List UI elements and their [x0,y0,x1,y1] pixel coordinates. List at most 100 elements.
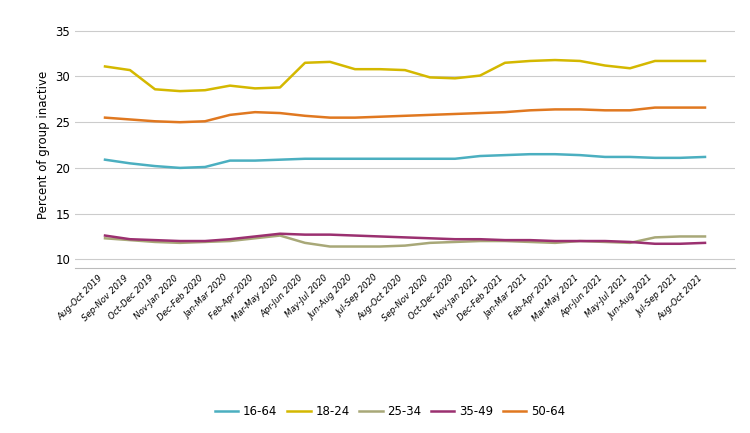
25-34 [226,239,235,244]
35-49 [100,233,109,238]
Line: 35-49: 35-49 [105,234,705,244]
Line: 18-24: 18-24 [105,60,705,91]
35-49 [550,239,560,244]
18-24 [500,60,509,65]
25-34 [326,244,334,249]
25-34 [350,244,359,249]
25-34 [200,239,209,245]
25-34 [700,234,709,239]
50-64 [100,115,109,120]
18-24 [251,86,260,91]
16-64 [251,158,260,163]
18-24 [400,68,410,73]
50-64 [200,119,209,124]
16-64 [575,152,584,158]
35-49 [526,238,535,243]
16-64 [151,164,160,169]
25-34 [575,239,584,244]
18-24 [176,88,184,94]
50-64 [451,111,460,116]
35-49 [151,238,160,243]
50-64 [151,119,160,124]
18-24 [451,76,460,81]
16-64 [476,153,484,158]
50-64 [125,117,134,122]
50-64 [700,105,709,110]
35-49 [650,241,659,246]
16-64 [601,154,610,159]
18-24 [326,59,334,65]
25-34 [476,239,484,244]
18-24 [301,60,310,65]
16-64 [425,156,434,162]
Line: 25-34: 25-34 [105,236,705,246]
16-64 [500,152,509,158]
18-24 [376,67,385,72]
35-49 [301,232,310,237]
35-49 [275,231,284,236]
16-64 [326,156,334,162]
25-34 [425,240,434,246]
25-34 [451,239,460,245]
25-34 [400,243,410,248]
35-49 [476,236,484,242]
50-64 [526,108,535,113]
35-49 [676,241,685,246]
35-49 [176,239,184,244]
18-24 [125,68,134,73]
35-49 [326,232,334,237]
16-64 [626,154,634,159]
50-64 [550,107,560,112]
25-34 [251,236,260,241]
18-24 [626,66,634,71]
18-24 [700,58,709,64]
25-34 [151,239,160,245]
35-49 [251,234,260,239]
50-64 [626,108,634,113]
18-24 [526,58,535,64]
50-64 [176,120,184,125]
18-24 [575,58,584,64]
25-34 [526,239,535,245]
16-64 [226,158,235,163]
50-64 [650,105,659,110]
25-34 [176,240,184,246]
50-64 [476,110,484,116]
35-49 [500,238,509,243]
16-64 [125,161,134,166]
16-64 [526,152,535,157]
35-49 [451,236,460,242]
50-64 [301,113,310,118]
25-34 [650,235,659,240]
16-64 [650,155,659,161]
18-24 [100,64,109,69]
35-49 [226,236,235,242]
16-64 [301,156,310,162]
18-24 [200,87,209,93]
18-24 [601,63,610,68]
16-64 [700,154,709,159]
50-64 [326,115,334,120]
35-49 [575,239,584,244]
16-64 [176,165,184,171]
18-24 [226,83,235,88]
18-24 [275,85,284,90]
35-49 [601,239,610,244]
18-24 [476,73,484,78]
Y-axis label: Percent of group inactive: Percent of group inactive [37,71,50,219]
Line: 50-64: 50-64 [105,107,705,122]
16-64 [350,156,359,162]
Line: 16-64: 16-64 [105,154,705,168]
18-24 [650,58,659,64]
16-64 [200,165,209,170]
35-49 [376,234,385,239]
16-64 [376,156,385,162]
50-64 [575,107,584,112]
25-34 [676,234,685,239]
35-49 [400,235,410,240]
50-64 [676,105,685,110]
18-24 [425,75,434,80]
18-24 [151,87,160,92]
25-34 [125,238,134,243]
16-64 [451,156,460,162]
